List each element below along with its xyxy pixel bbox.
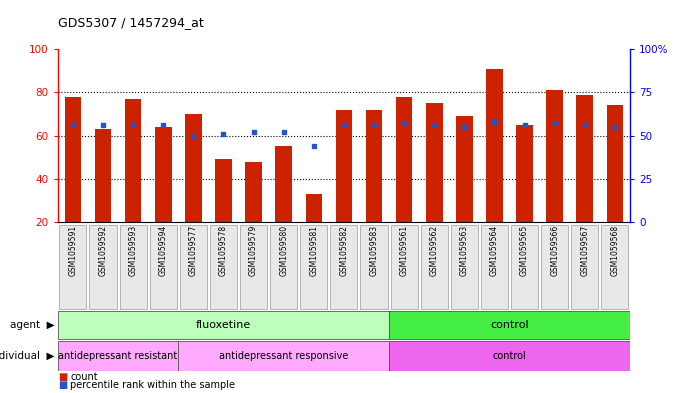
Bar — [396, 97, 413, 222]
Bar — [546, 90, 563, 222]
Text: GSM1059580: GSM1059580 — [279, 225, 288, 276]
FancyBboxPatch shape — [58, 311, 389, 339]
FancyBboxPatch shape — [270, 225, 297, 309]
Bar — [155, 127, 172, 222]
Bar — [95, 129, 111, 222]
Bar — [306, 194, 322, 222]
Text: agent  ▶: agent ▶ — [10, 320, 54, 330]
Text: GSM1059577: GSM1059577 — [189, 225, 198, 276]
Text: GSM1059582: GSM1059582 — [339, 225, 349, 276]
Text: individual  ▶: individual ▶ — [0, 351, 54, 361]
FancyBboxPatch shape — [511, 225, 538, 309]
FancyBboxPatch shape — [389, 311, 630, 339]
Bar — [577, 94, 593, 222]
Text: GSM1059566: GSM1059566 — [550, 225, 559, 276]
Bar — [366, 110, 382, 222]
Text: GSM1059563: GSM1059563 — [460, 225, 469, 276]
FancyBboxPatch shape — [58, 341, 178, 371]
FancyBboxPatch shape — [330, 225, 358, 309]
Bar — [185, 114, 202, 222]
Text: antidepressant resistant: antidepressant resistant — [59, 351, 178, 361]
FancyBboxPatch shape — [240, 225, 267, 309]
Bar — [516, 125, 533, 222]
FancyBboxPatch shape — [601, 225, 629, 309]
Text: GDS5307 / 1457294_at: GDS5307 / 1457294_at — [58, 16, 204, 29]
FancyBboxPatch shape — [481, 225, 508, 309]
Text: GSM1059578: GSM1059578 — [219, 225, 228, 276]
Text: count: count — [70, 372, 98, 382]
Bar — [65, 97, 81, 222]
Text: GSM1059579: GSM1059579 — [249, 225, 258, 276]
FancyBboxPatch shape — [389, 341, 630, 371]
FancyBboxPatch shape — [59, 225, 86, 309]
Bar — [486, 68, 503, 222]
FancyBboxPatch shape — [89, 225, 116, 309]
Text: GSM1059567: GSM1059567 — [580, 225, 589, 276]
Text: control: control — [492, 351, 526, 361]
FancyBboxPatch shape — [451, 225, 478, 309]
FancyBboxPatch shape — [180, 225, 207, 309]
Text: GSM1059561: GSM1059561 — [400, 225, 409, 276]
Text: fluoxetine: fluoxetine — [196, 320, 251, 330]
FancyBboxPatch shape — [571, 225, 599, 309]
Text: percentile rank within the sample: percentile rank within the sample — [70, 380, 235, 390]
Bar — [336, 110, 352, 222]
Text: GSM1059564: GSM1059564 — [490, 225, 499, 276]
Bar — [215, 159, 232, 222]
Bar — [607, 105, 623, 222]
Text: GSM1059592: GSM1059592 — [99, 225, 108, 276]
FancyBboxPatch shape — [360, 225, 387, 309]
Bar — [275, 146, 292, 222]
Bar — [245, 162, 262, 222]
Text: GSM1059562: GSM1059562 — [430, 225, 439, 276]
FancyBboxPatch shape — [421, 225, 448, 309]
Bar — [125, 99, 142, 222]
Bar — [426, 103, 443, 222]
FancyBboxPatch shape — [150, 225, 177, 309]
Text: ■: ■ — [58, 380, 67, 390]
FancyBboxPatch shape — [391, 225, 417, 309]
Text: ■: ■ — [58, 372, 67, 382]
Text: control: control — [490, 320, 529, 330]
Text: GSM1059565: GSM1059565 — [520, 225, 529, 276]
FancyBboxPatch shape — [541, 225, 568, 309]
Text: GSM1059583: GSM1059583 — [370, 225, 379, 276]
Text: GSM1059593: GSM1059593 — [129, 225, 138, 276]
FancyBboxPatch shape — [120, 225, 146, 309]
FancyBboxPatch shape — [178, 341, 389, 371]
Text: GSM1059568: GSM1059568 — [610, 225, 620, 276]
Bar — [456, 116, 473, 222]
FancyBboxPatch shape — [210, 225, 237, 309]
Text: antidepressant responsive: antidepressant responsive — [219, 351, 349, 361]
Text: GSM1059581: GSM1059581 — [309, 225, 318, 276]
Text: GSM1059591: GSM1059591 — [68, 225, 78, 276]
FancyBboxPatch shape — [300, 225, 328, 309]
Text: GSM1059594: GSM1059594 — [159, 225, 168, 276]
